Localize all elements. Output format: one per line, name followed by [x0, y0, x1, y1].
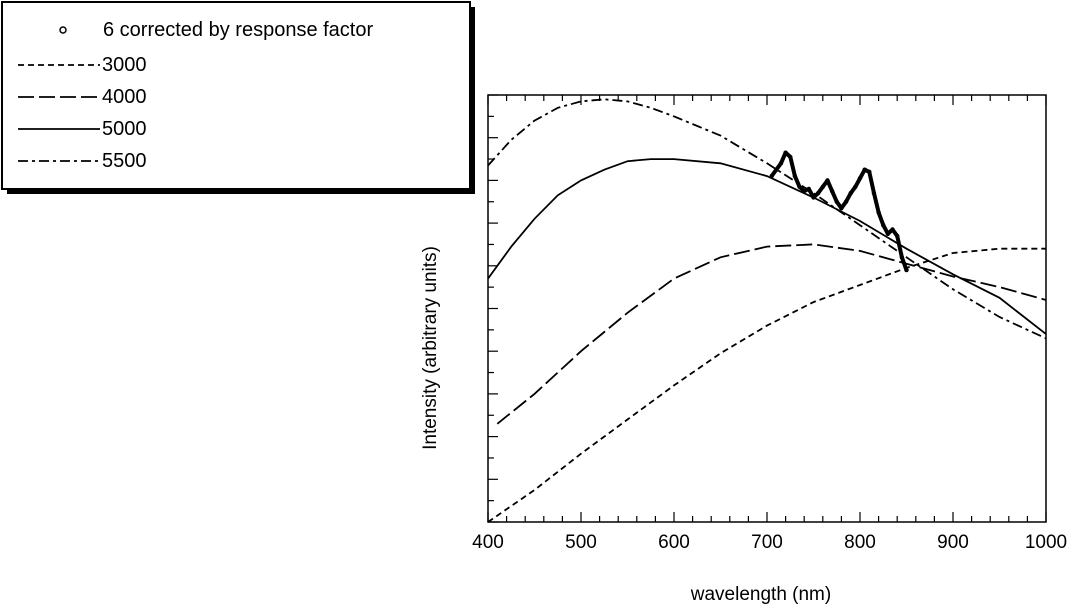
plot-frame [487, 94, 1047, 523]
legend-entry: 5000 [18, 118, 147, 140]
x-tick-label: 900 [937, 532, 969, 553]
legend-label: 4000 [102, 86, 147, 108]
series-5000 [487, 158, 1047, 335]
data-point [871, 191, 877, 196]
data-point [876, 210, 881, 215]
data-point [806, 186, 812, 192]
data-point [792, 173, 798, 179]
data-point [815, 191, 821, 196]
series-4000 [496, 243, 1047, 425]
series-line [487, 247, 1046, 523]
data-point [834, 199, 839, 204]
legend-entry: 5500 [18, 150, 147, 172]
x-tick-label: 600 [658, 532, 690, 553]
series-3000 [487, 247, 1046, 523]
legend-box [1, 1, 471, 190]
series-5500 [487, 98, 1047, 340]
data-point [857, 176, 863, 181]
legend-entry: 6 corrected by response factor [59, 19, 373, 41]
legend-label: 3000 [102, 54, 147, 76]
x-axis-label: wavelength (nm) [690, 584, 831, 605]
data-point [904, 267, 909, 273]
legend-marker [59, 26, 67, 34]
data-point [853, 184, 858, 190]
data-point [797, 184, 802, 190]
data-point [862, 167, 867, 172]
data-point [825, 178, 830, 183]
plot-area-border [487, 94, 1047, 523]
data-point [811, 195, 816, 200]
data-point [839, 205, 844, 211]
axis-ticks [487, 94, 1047, 523]
data-point [769, 173, 774, 179]
data-point [778, 161, 784, 166]
series-6-corrected-by-response-factor [769, 150, 909, 273]
legend-entry: 4000 [18, 86, 147, 108]
data-point [895, 233, 900, 239]
data-point [774, 167, 779, 172]
data-point [802, 188, 807, 194]
legend-label: 5500 [102, 150, 147, 172]
x-tick-label: 800 [844, 532, 876, 553]
data-point [843, 199, 849, 204]
legend-entry: 3000 [18, 54, 147, 76]
series-line [487, 98, 1047, 340]
x-tick-label: 1000 [1025, 532, 1067, 553]
data-point [899, 255, 905, 260]
y-axis-label: Intensity (arbitrary units) [420, 246, 441, 450]
data-point [820, 184, 825, 190]
x-tick-label: 500 [565, 532, 597, 553]
series-line [487, 158, 1047, 335]
data-point [890, 227, 895, 232]
x-tick-label: 700 [751, 532, 783, 553]
legend-label: 6 corrected by response factor [103, 19, 373, 41]
data-point [867, 169, 872, 175]
data-point [788, 154, 793, 160]
series-line [496, 243, 1047, 425]
data-point [885, 231, 891, 236]
legend: 6 corrected by response factor 3000 4000 50… [1, 1, 475, 194]
series-layer [487, 98, 1047, 523]
x-tick-labels: 400 500 600 700 800 900 1000 [472, 532, 1067, 553]
x-tick-label: 400 [472, 532, 504, 553]
legend-label: 5000 [102, 118, 147, 140]
data-point [783, 150, 788, 155]
data-point [881, 223, 886, 228]
data-point [829, 188, 835, 194]
data-point [848, 191, 853, 196]
